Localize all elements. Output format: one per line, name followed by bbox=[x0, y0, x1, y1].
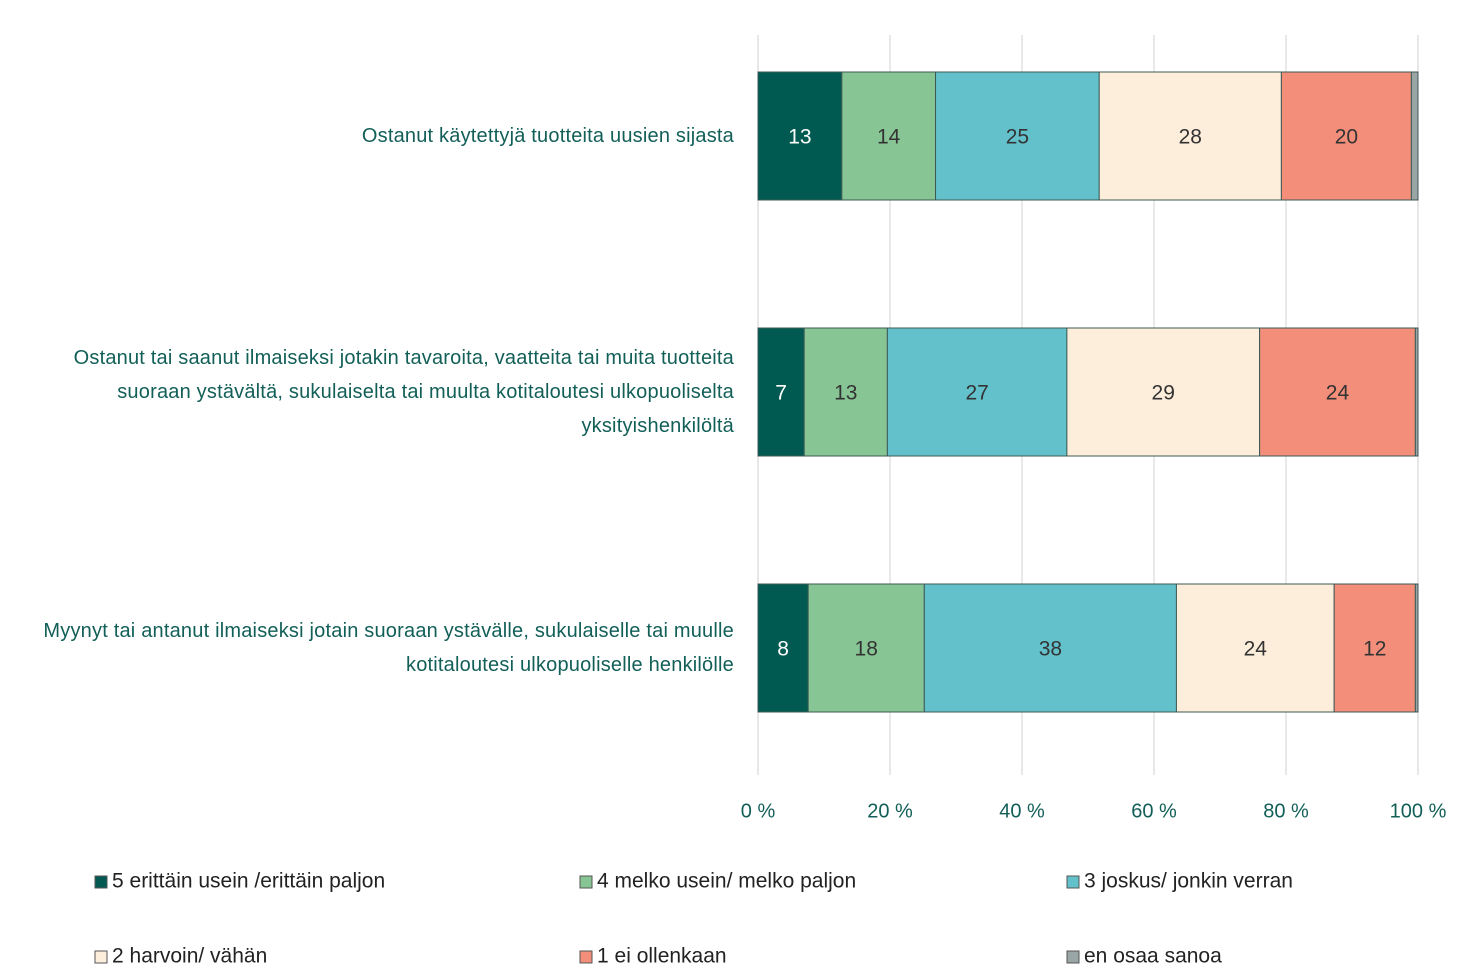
x-tick-label: 80 % bbox=[1263, 800, 1309, 822]
category-label: Ostanut käytettyjä tuotteita uusien sija… bbox=[361, 125, 734, 147]
data-label: 28 bbox=[1179, 126, 1202, 149]
data-label: 20 bbox=[1335, 126, 1358, 149]
data-label: 13 bbox=[834, 382, 857, 405]
bar-segment bbox=[807, 583, 925, 713]
legend-swatch bbox=[1066, 875, 1080, 889]
data-label: 13 bbox=[788, 126, 811, 149]
x-tick-label: 40 % bbox=[999, 800, 1045, 822]
bar-segment bbox=[935, 71, 1100, 201]
bar-segment bbox=[1414, 583, 1419, 713]
bar-segment bbox=[757, 71, 843, 201]
data-label: 24 bbox=[1244, 638, 1268, 661]
x-tick-label: 0 % bbox=[741, 800, 776, 822]
bar-segment bbox=[1259, 327, 1416, 457]
x-tick-label: 20 % bbox=[867, 800, 913, 822]
data-label: 18 bbox=[855, 638, 878, 661]
bar-segment bbox=[1414, 327, 1419, 457]
legend-label: en osaa sanoa bbox=[1084, 945, 1222, 968]
legend-swatch bbox=[1066, 950, 1080, 964]
data-label: 29 bbox=[1152, 382, 1175, 405]
legend-label: 2 harvoin/ vähän bbox=[112, 945, 267, 968]
data-label: 8 bbox=[777, 638, 789, 661]
category-label: Myynyt tai antanut ilmaiseksi jotain suo… bbox=[43, 620, 734, 676]
legend-swatch bbox=[94, 875, 108, 889]
bar-segment bbox=[1333, 583, 1416, 713]
legend-label: 4 melko usein/ melko paljon bbox=[597, 870, 856, 893]
bar-segment bbox=[1410, 71, 1419, 201]
legend-swatch bbox=[579, 875, 593, 889]
legend-swatch bbox=[579, 950, 593, 964]
data-label: 7 bbox=[775, 382, 787, 405]
data-label: 27 bbox=[965, 382, 988, 405]
category-label: Ostanut tai saanut ilmaiseksi jotakin ta… bbox=[73, 347, 734, 437]
bar-segment bbox=[1098, 71, 1282, 201]
bar-segment bbox=[1175, 583, 1335, 713]
bar-segment bbox=[923, 583, 1177, 713]
legend-swatch bbox=[94, 950, 108, 964]
bar-segment bbox=[803, 327, 888, 457]
bar-segment bbox=[886, 327, 1068, 457]
bar-segment bbox=[757, 583, 809, 713]
data-label: 12 bbox=[1363, 638, 1386, 661]
bar-segment bbox=[757, 327, 805, 457]
x-tick-label: 100 % bbox=[1390, 800, 1447, 822]
legend-label: 5 erittäin usein /erittäin paljon bbox=[112, 870, 385, 893]
data-label: 24 bbox=[1326, 382, 1350, 405]
data-label: 25 bbox=[1006, 126, 1029, 149]
data-label: 14 bbox=[877, 126, 901, 149]
data-label: 38 bbox=[1039, 638, 1062, 661]
legend-label: 1 ei ollenkaan bbox=[597, 945, 727, 968]
bar-segment bbox=[1280, 71, 1412, 201]
bar-segment bbox=[841, 71, 937, 201]
legend-label: 3 joskus/ jonkin verran bbox=[1084, 870, 1293, 893]
x-tick-label: 60 % bbox=[1131, 800, 1177, 822]
bar-segment bbox=[1066, 327, 1261, 457]
